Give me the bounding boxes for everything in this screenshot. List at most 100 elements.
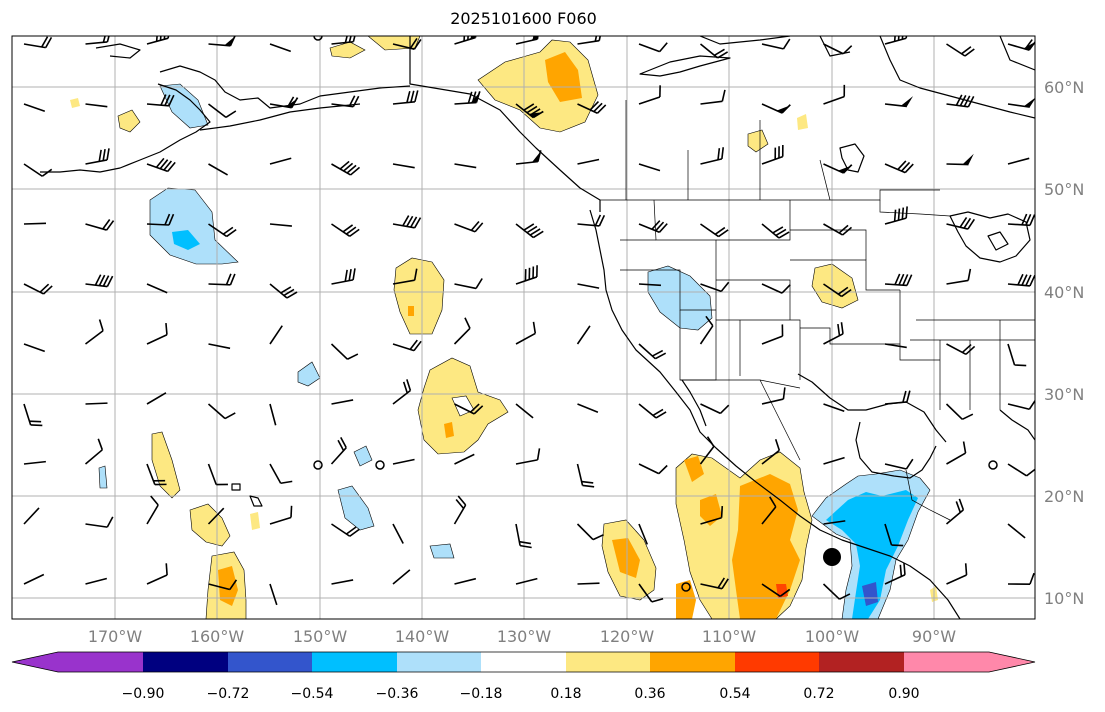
colorbar-cell — [397, 652, 481, 672]
coastlines — [40, 36, 1035, 619]
wind-barb — [638, 463, 668, 475]
positive-anomaly-core — [408, 306, 414, 316]
longitude-labels: 170°W 160°W 150°W 140°W 130°W 120°W 110°… — [88, 627, 956, 646]
lat-label: 40°N — [1044, 283, 1084, 302]
wind-barb — [1007, 273, 1035, 287]
wind-barb — [392, 569, 411, 585]
wind-barb — [146, 495, 159, 525]
colorbar-tick-label: −0.72 — [207, 686, 250, 702]
positive-anomaly-core — [218, 566, 238, 606]
wind-barb — [638, 283, 662, 287]
colorbar-cell — [481, 652, 566, 672]
wind-barb — [699, 436, 715, 465]
wind-barb — [515, 577, 538, 585]
colorbar-cell — [312, 652, 397, 672]
wind-barb — [85, 148, 110, 165]
lon-label: 110°W — [702, 627, 757, 646]
colorbar-cell — [228, 652, 312, 672]
colorbar-tick-labels: −0.90 −0.72 −0.54 −0.36 −0.18 0.18 0.36 … — [122, 686, 920, 702]
wind-barb — [331, 223, 360, 237]
wind-barb — [700, 89, 726, 105]
wind-barb — [146, 157, 176, 173]
wind-barb — [331, 268, 356, 285]
storm-center-marker — [823, 548, 841, 566]
negative-anomaly-region — [429, 543, 455, 559]
wind-barb — [638, 42, 668, 53]
wind-barb — [946, 441, 967, 465]
colorbar: −0.90 −0.72 −0.54 −0.36 −0.18 0.18 0.36 … — [11, 651, 1036, 702]
negative-anomaly-core — [826, 490, 918, 619]
negative-anomaly-region — [297, 361, 321, 387]
colorbar-tick-label: 0.54 — [719, 686, 750, 702]
colorbar-tick-label: 0.36 — [634, 686, 665, 702]
wind-barb — [761, 387, 786, 405]
wind-barb — [454, 91, 481, 105]
wind-barb — [577, 582, 600, 585]
wind-barb — [84, 438, 104, 465]
wind-barb — [515, 403, 534, 419]
wind-barb — [392, 90, 419, 105]
wind-barb — [699, 315, 714, 345]
wind-barb — [638, 403, 667, 419]
wind-barb — [884, 563, 906, 585]
wind-barb — [1007, 463, 1035, 477]
wind-barb — [23, 36, 53, 49]
wind-barb — [269, 283, 298, 299]
wind-barb — [638, 220, 668, 234]
positive-anomaly-region — [811, 263, 859, 309]
wind-barb — [23, 460, 46, 465]
wind-barb — [638, 343, 667, 360]
positive-anomaly-core — [545, 52, 582, 102]
wind-barb — [700, 403, 730, 415]
colorbar-tick-label: −0.54 — [291, 686, 334, 702]
wind-barb — [208, 223, 237, 238]
wind-barb — [884, 273, 913, 287]
wind-barb — [515, 448, 541, 465]
wind-barb — [392, 523, 404, 544]
wind-barb — [454, 453, 475, 465]
wind-barb — [638, 85, 661, 105]
wind-barb — [884, 458, 914, 470]
wind-barb — [269, 96, 299, 109]
wind-barb — [454, 220, 484, 233]
wind-barb — [700, 505, 724, 525]
wind-barb — [884, 390, 911, 405]
wind-barb — [85, 577, 108, 585]
wind-barb — [515, 265, 538, 285]
wind-barb — [331, 579, 354, 585]
wind-barb — [85, 402, 108, 405]
colorbar-cell — [819, 652, 904, 672]
colorbar-tick-label: 0.18 — [550, 686, 581, 702]
wind-barb — [700, 577, 729, 590]
wind-barb — [269, 403, 277, 426]
latitude-labels: 60°N 50°N 40°N 30°N 20°N 10°N — [1044, 78, 1084, 608]
colorbar-tick-label: −0.90 — [122, 686, 165, 702]
wind-barb — [146, 283, 168, 294]
wind-barb — [392, 379, 412, 405]
positive-anomaly-core — [676, 580, 696, 619]
positive-anomaly-region — [250, 512, 260, 530]
wind-barb — [331, 523, 360, 537]
wind-barb — [946, 43, 975, 57]
wind-barb — [1007, 213, 1035, 227]
wind-barb — [884, 96, 914, 108]
wind-barb — [1007, 157, 1030, 165]
wind-barb — [330, 343, 359, 360]
lon-label: 150°W — [293, 627, 348, 646]
wind-barb — [208, 163, 228, 176]
wind-barb — [761, 144, 784, 165]
wind-barb — [823, 520, 846, 525]
wind-barb — [946, 216, 976, 230]
wind-barb — [699, 43, 729, 59]
lat-label: 60°N — [1044, 78, 1084, 97]
wind-barb — [23, 573, 45, 585]
wind-barb — [761, 283, 791, 294]
wind-barb — [515, 321, 537, 345]
map-plot-area[interactable] — [12, 26, 1037, 619]
positive-anomaly-core — [444, 422, 454, 438]
wind-barb — [576, 463, 595, 488]
wind-barb — [577, 36, 603, 45]
colorbar-cell — [735, 652, 819, 672]
wind-barb — [638, 163, 661, 172]
wind-barb — [208, 36, 237, 47]
